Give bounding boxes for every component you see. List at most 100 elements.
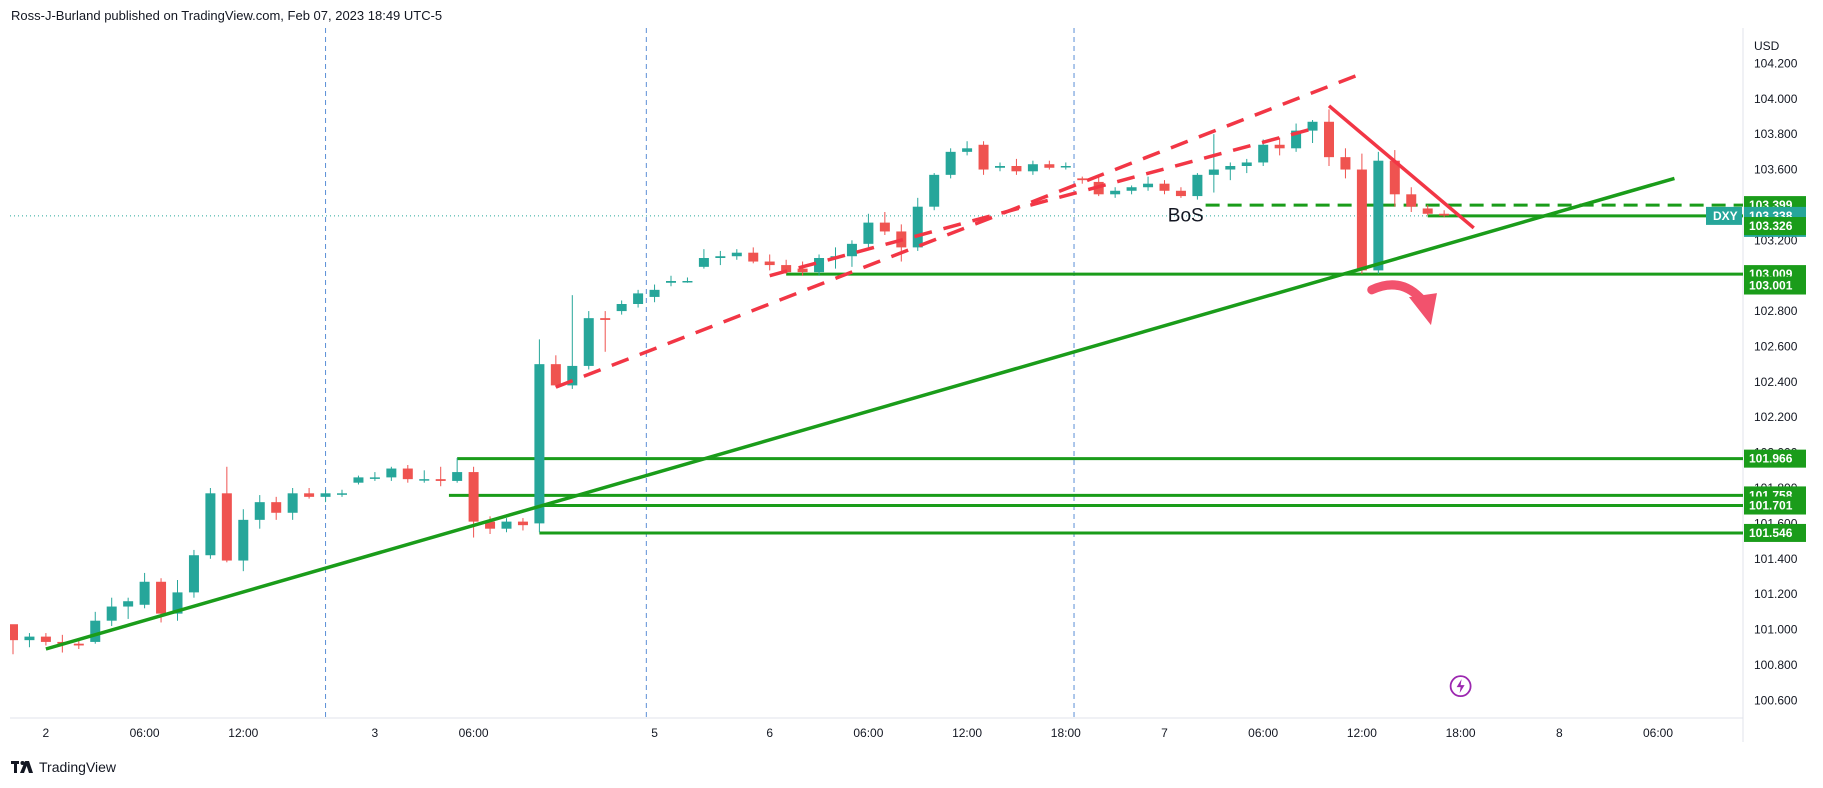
candle-body: [435, 479, 446, 481]
candle-body: [172, 592, 183, 614]
support-trendline: [45, 176, 1675, 651]
candle-body: [1241, 162, 1252, 166]
candles: [10, 109, 1450, 655]
x-tick-label: 5: [651, 726, 658, 740]
candle-body: [1044, 164, 1055, 168]
candle-body: [468, 472, 479, 522]
candle-body: [1192, 174, 1203, 197]
candle-body: [485, 521, 496, 529]
price-label-text: 103.326: [1749, 219, 1793, 233]
candle-body: [1011, 166, 1022, 172]
candle-body: [188, 555, 199, 593]
candle-body: [682, 281, 693, 283]
x-tick-label: 06:00: [1643, 726, 1673, 740]
x-tick-label: 06:00: [853, 726, 883, 740]
y-tick-label: 101.400: [1754, 552, 1798, 566]
y-tick-label: 104.200: [1754, 56, 1798, 70]
candle-body: [419, 479, 430, 481]
candle-body: [73, 643, 84, 646]
candle-body: [221, 493, 232, 561]
x-tick-label: 2: [43, 726, 50, 740]
candle-body: [287, 493, 298, 513]
x-tick-label: 7: [1161, 726, 1168, 740]
candle-body: [1159, 183, 1170, 191]
candle-body: [90, 620, 101, 642]
candle-body: [1175, 190, 1186, 197]
candle-body: [666, 281, 676, 283]
candle-body: [1258, 144, 1269, 163]
x-tick-label: 18:00: [1051, 726, 1081, 740]
candle-body: [1324, 121, 1334, 158]
candle-body: [567, 365, 578, 386]
x-tick-label: 8: [1556, 726, 1563, 740]
resistance-trendline: [1327, 104, 1475, 230]
x-tick-label: 06:00: [130, 726, 160, 740]
plot-area[interactable]: [10, 28, 1743, 718]
candle-body: [271, 502, 282, 513]
candle-body: [534, 364, 545, 524]
y-tick-label: 104.000: [1754, 92, 1798, 106]
candle-body: [1422, 208, 1433, 214]
candle-body: [912, 206, 923, 248]
candle-body: [320, 493, 331, 497]
candle-body: [1373, 160, 1384, 271]
tradingview-logo-icon: [11, 761, 33, 773]
footer-brand: TradingView: [39, 759, 117, 775]
annotations: BoS: [1168, 205, 1204, 226]
trendlines[interactable]: [45, 70, 1675, 651]
x-tick-label: 12:00: [1347, 726, 1377, 740]
bearish-arrow[interactable]: [1367, 280, 1437, 326]
candle-body: [797, 268, 808, 273]
price-label-box: [1744, 496, 1806, 515]
candle-body: [1356, 169, 1367, 271]
lightning-bolt: [1456, 679, 1465, 694]
candle-body: [945, 151, 956, 175]
candle-body: [501, 521, 512, 529]
candle-body: [139, 581, 150, 605]
price-label-text: 101.966: [1749, 452, 1793, 466]
candle-body: [781, 265, 792, 273]
bos-annotation: BoS: [1168, 205, 1204, 226]
chart-icons[interactable]: [1449, 675, 1472, 698]
candle-body: [386, 468, 397, 478]
candle-body: [698, 258, 709, 267]
y-tick-label: 102.200: [1754, 410, 1798, 424]
candle-body: [715, 256, 726, 258]
candle-body: [156, 581, 167, 614]
y-tick-label: 102.800: [1754, 304, 1798, 318]
candle-body: [1110, 190, 1121, 195]
candle-body: [452, 472, 463, 481]
x-tick-label: 06:00: [1248, 726, 1278, 740]
price-label-box: [1744, 217, 1806, 236]
channel-trendline: [769, 127, 1314, 278]
y-tick-label: 103.800: [1754, 127, 1798, 141]
candle-body: [978, 144, 989, 170]
symbol-tag-box: [1706, 206, 1742, 225]
x-tick-label: 12:00: [228, 726, 258, 740]
y-tick-label: 102.400: [1754, 375, 1798, 389]
x-tick-label: 06:00: [459, 726, 489, 740]
candle-body: [764, 261, 775, 266]
price-label-box: [1744, 276, 1806, 295]
price-label-text: 103.001: [1749, 279, 1793, 293]
candle-body: [1143, 183, 1154, 188]
candle-body: [337, 493, 347, 495]
price-labels: 103.399103.33810:29DXY103.326103.009103.…: [1706, 196, 1806, 542]
candle-body: [1406, 194, 1417, 207]
candle-body: [962, 148, 973, 152]
horizontal-levels[interactable]: [10, 203, 1743, 535]
candle-body: [633, 293, 644, 304]
x-tick-label: 12:00: [952, 726, 982, 740]
candle-body: [1340, 157, 1351, 170]
candle-body: [879, 222, 890, 232]
y-tick-label: 102.600: [1754, 339, 1798, 353]
candle-body: [1274, 144, 1285, 149]
candle-body: [369, 477, 380, 479]
candle-body: [649, 289, 660, 297]
price-label-box: [1744, 523, 1806, 542]
candle-body: [205, 493, 216, 556]
footer[interactable]: TradingView: [11, 759, 116, 775]
candle-body: [106, 606, 117, 621]
candle-body: [1060, 166, 1071, 168]
